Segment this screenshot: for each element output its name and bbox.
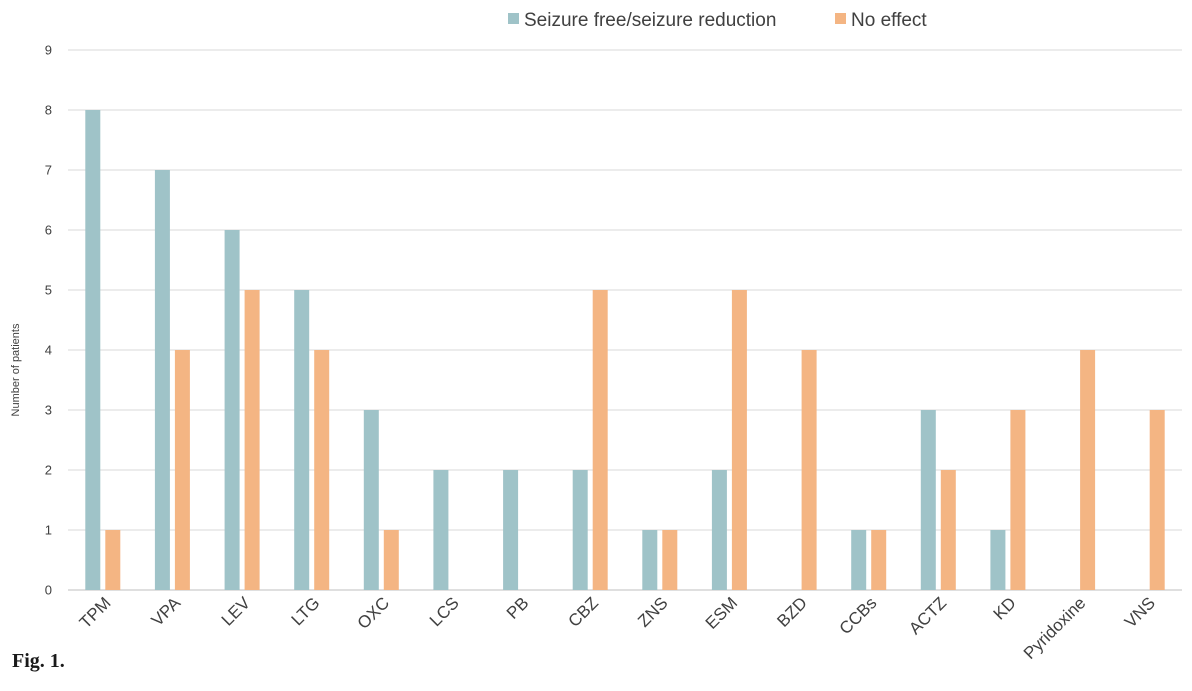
y-tick-label: 9 [45, 43, 52, 58]
x-category-label: BZD [773, 593, 810, 630]
legend-label-seizure-free: Seizure free/seizure reduction [524, 10, 776, 31]
bar-seizure-free-kd [990, 530, 1006, 590]
bar-no-effect-bzd [801, 350, 817, 590]
bar-no-effect-esm [731, 290, 747, 590]
x-axis-labels: TPM VPA LEV LTG OXC LCS PB CBZ ZNS ESM BZD CCBs ACTZ… [76, 593, 1159, 663]
x-category-label: LCS [426, 593, 463, 630]
bar-seizure-free-tpm [85, 110, 101, 590]
legend-label-no-effect: No effect [851, 10, 927, 31]
bar-no-effect-actz [940, 470, 956, 590]
x-category-label: TPM [76, 593, 115, 632]
x-category-label: CBZ [565, 593, 602, 630]
bar-seizure-free-cbz [572, 470, 588, 590]
bar-no-effect-cbz [592, 290, 608, 590]
bar-no-effect-vns [1149, 410, 1165, 590]
x-category-label: ESM [702, 593, 741, 632]
y-tick-label: 1 [45, 523, 52, 538]
bar-no-effect-oxc [383, 530, 399, 590]
bar-seizure-free-zns [642, 530, 658, 590]
bar-seizure-free-vpa [154, 170, 170, 590]
x-category-label: LEV [218, 593, 255, 630]
bar-no-effect-kd [1010, 410, 1026, 590]
bar-seizure-free-lev [224, 230, 240, 590]
legend-swatch-seizure-free [508, 13, 519, 24]
bars [85, 110, 1165, 590]
y-tick-label: 3 [45, 403, 52, 418]
x-category-label: VPA [148, 593, 185, 630]
x-category-label: LTG [288, 593, 324, 629]
bar-no-effect-vpa [174, 350, 190, 590]
legend: Seizure free/seizure reduction No effect [508, 10, 927, 31]
bar-seizure-free-oxc [363, 410, 379, 590]
x-category-label: OXC [354, 593, 393, 632]
bar-seizure-free-actz [920, 410, 936, 590]
x-category-label: Pyridoxine [1020, 593, 1090, 663]
figure-label: Fig. 1. [12, 650, 65, 672]
y-tick-label: 0 [45, 583, 52, 598]
x-category-label: ZNS [634, 593, 671, 630]
x-category-label: CCBs [836, 593, 881, 638]
y-tick-label: 8 [45, 103, 52, 118]
legend-swatch-no-effect [835, 13, 846, 24]
bar-seizure-free-esm [711, 470, 727, 590]
bar-no-effect-pyridoxine [1080, 350, 1096, 590]
y-axis-title: Number of patients [10, 323, 22, 416]
x-category-label: KD [990, 593, 1020, 623]
bar-seizure-free-ltg [294, 290, 310, 590]
bar-no-effect-ltg [314, 350, 330, 590]
bar-no-effect-ccbs [871, 530, 887, 590]
bar-no-effect-tpm [105, 530, 121, 590]
x-category-label: ACTZ [905, 593, 950, 638]
bar-no-effect-zns [662, 530, 678, 590]
x-category-label: PB [503, 593, 532, 622]
y-tick-label: 7 [45, 163, 52, 178]
y-tick-label: 6 [45, 223, 52, 238]
x-category-label: VNS [1121, 593, 1159, 631]
bar-seizure-free-pb [503, 470, 519, 590]
bar-seizure-free-ccbs [851, 530, 867, 590]
y-tick-label: 2 [45, 463, 52, 478]
bar-no-effect-lev [244, 290, 260, 590]
bar-seizure-free-lcs [433, 470, 449, 590]
y-tick-label: 5 [45, 283, 52, 298]
y-axis-ticks: 0 1 2 3 4 5 6 7 8 9 [45, 43, 52, 598]
y-tick-label: 4 [45, 343, 52, 358]
